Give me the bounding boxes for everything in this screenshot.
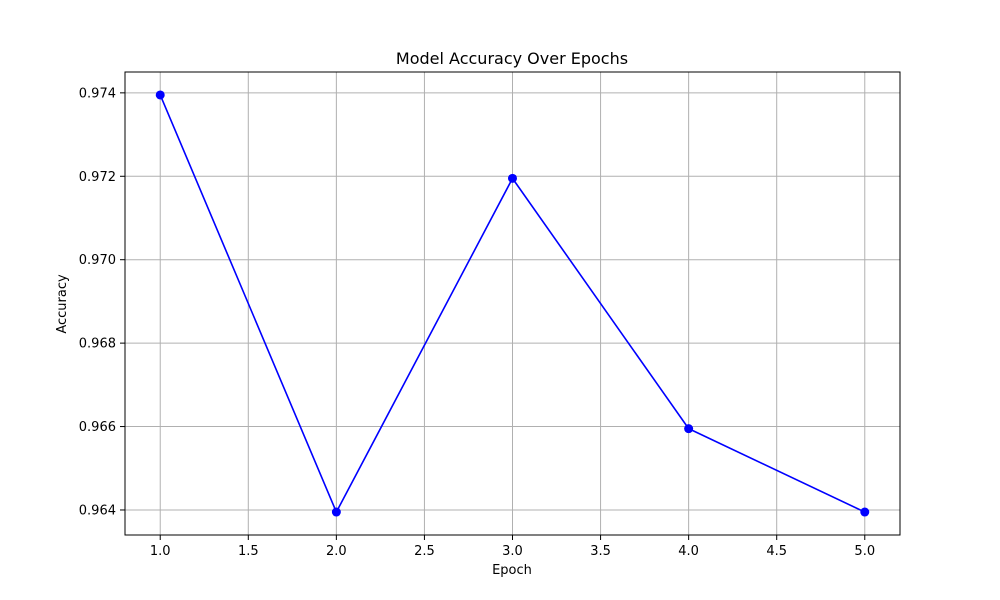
x-tick-label: 2.0 <box>326 544 347 559</box>
x-tick-label: 5.0 <box>854 544 875 559</box>
y-tick-label: 0.972 <box>79 170 116 185</box>
data-point <box>684 424 694 434</box>
y-tick-label: 0.966 <box>79 420 116 435</box>
x-tick-label: 3.0 <box>502 544 523 559</box>
y-tick-label: 0.970 <box>79 253 116 268</box>
chart-title: Model Accuracy Over Epochs <box>396 49 628 68</box>
data-point <box>331 507 341 517</box>
data-point <box>155 90 165 100</box>
x-tick-label: 4.5 <box>766 544 787 559</box>
x-tick-label: 2.5 <box>414 544 435 559</box>
data-point <box>860 507 870 517</box>
x-tick-label: 4.0 <box>678 544 699 559</box>
y-tick-label: 0.968 <box>79 337 116 352</box>
x-tick-label: 1.5 <box>238 544 259 559</box>
y-axis-label: Accuracy <box>55 274 70 334</box>
x-axis-label: Epoch <box>492 563 532 578</box>
y-tick-label: 0.964 <box>79 503 116 518</box>
data-point <box>508 173 517 183</box>
y-tick-label: 0.974 <box>79 86 116 101</box>
x-tick-label: 1.0 <box>150 544 171 559</box>
axes: 1.0 1.5 2.0 2.5 3.0 3.5 4.0 4.5 5.0 0.964 0.966 0.9… <box>79 71 901 559</box>
x-tick-label: 3.5 <box>590 544 611 559</box>
series <box>155 90 870 517</box>
